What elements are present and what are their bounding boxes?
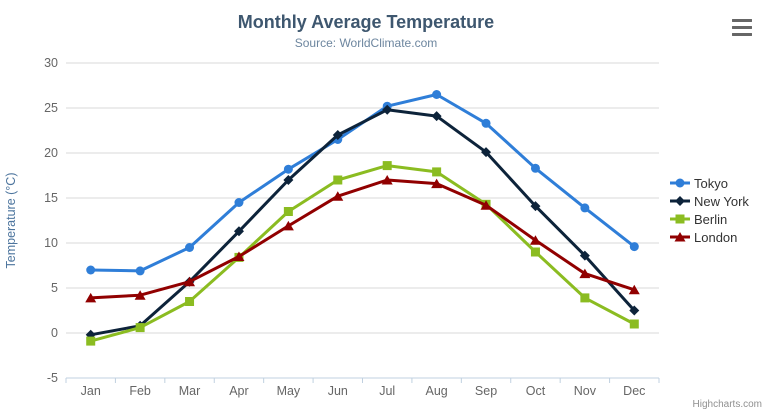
- series-tokyo-marker: [530, 163, 540, 173]
- y-axis-label: -5: [47, 371, 58, 385]
- series-tokyo-marker: [185, 243, 195, 252]
- x-axis-label: Jun: [328, 384, 348, 398]
- series-london-marker: [529, 235, 541, 245]
- series-berlin-marker: [382, 161, 392, 171]
- y-axis-label: 20: [44, 146, 58, 160]
- y-axis-label: 30: [44, 56, 58, 70]
- legend-marker-symbol: [675, 196, 685, 206]
- legend-item-tokyo[interactable]: Tokyo: [670, 175, 749, 191]
- legend-marker-symbol: [674, 232, 686, 242]
- export-menu-button[interactable]: [729, 15, 755, 39]
- series-berlin: [86, 161, 639, 346]
- series-tokyo-marker: [432, 90, 442, 99]
- x-axis-label: Dec: [623, 384, 645, 398]
- triangle-legend-marker-icon: [670, 232, 690, 242]
- series-london-marker: [579, 268, 591, 279]
- series-new-york-marker: [530, 201, 541, 212]
- series-new-york-marker: [332, 130, 343, 140]
- series-new-york-marker: [579, 250, 590, 261]
- series-tokyo-marker: [135, 266, 145, 276]
- x-axis-label: Mar: [179, 384, 201, 398]
- series-tokyo-marker: [580, 203, 590, 213]
- y-axis-label: 25: [44, 101, 58, 115]
- y-axis-label: 10: [44, 236, 58, 250]
- series-new-york-marker: [382, 104, 393, 115]
- series-london-marker: [381, 175, 393, 185]
- y-axis-label: 15: [44, 191, 58, 205]
- y-axis-label: 5: [51, 281, 58, 295]
- series-berlin-marker: [185, 297, 195, 306]
- series-tokyo-marker: [629, 242, 639, 252]
- legend-label: London: [694, 229, 738, 245]
- series-london-marker: [184, 276, 196, 287]
- legend-marker-symbol: [675, 214, 685, 224]
- y-axis-label: 0: [51, 326, 58, 340]
- legend: Tokyo New York Berlin London: [670, 175, 749, 245]
- series-berlin-line: [89, 164, 636, 343]
- series-london-marker: [282, 220, 294, 231]
- credits-link[interactable]: Highcharts.com: [692, 399, 762, 410]
- series-berlin-marker: [283, 207, 293, 216]
- x-axis-label: Jul: [379, 384, 395, 398]
- x-axis-label: Jan: [81, 384, 101, 398]
- series-london-marker: [628, 284, 640, 295]
- series-london-marker: [332, 191, 344, 201]
- x-axis-label: Oct: [526, 384, 546, 398]
- diamond-legend-marker-icon: [670, 196, 690, 206]
- legend-label: Berlin: [694, 211, 728, 227]
- series-berlin-marker: [86, 336, 96, 346]
- series-tokyo: [86, 90, 639, 276]
- chart-subtitle: Source: WorldClimate.com: [294, 36, 438, 50]
- x-axis-label: Nov: [574, 384, 597, 398]
- series-tokyo-marker: [283, 164, 293, 174]
- series-berlin-marker: [580, 293, 590, 303]
- series-london: [85, 175, 640, 303]
- series-berlin-marker: [135, 323, 145, 333]
- chart-title: Monthly Average Temperature: [237, 12, 495, 32]
- series-london-line: [89, 178, 636, 300]
- series-london-marker: [85, 292, 97, 303]
- series-new-york-line: [89, 108, 636, 337]
- series-tokyo-marker: [481, 118, 491, 128]
- series-tokyo-marker: [86, 265, 96, 275]
- legend-item-london[interactable]: London: [670, 229, 749, 245]
- series-london-marker: [480, 200, 492, 210]
- y-axis-title: Temperature (°C): [4, 173, 18, 269]
- x-axis-label: May: [277, 384, 301, 398]
- series-berlin-marker: [530, 247, 540, 257]
- legend-item-berlin[interactable]: Berlin: [670, 211, 749, 227]
- series-new-york-marker: [233, 226, 244, 237]
- legend-label: Tokyo: [694, 175, 728, 191]
- x-axis-label: Aug: [426, 384, 448, 398]
- series-new-york-marker: [481, 147, 492, 158]
- square-legend-marker-icon: [670, 214, 690, 224]
- circle-legend-marker-icon: [670, 178, 690, 188]
- legend-marker-symbol: [675, 178, 685, 188]
- series-new-york-marker: [283, 175, 294, 185]
- legend-item-new-york[interactable]: New York: [670, 193, 749, 209]
- x-axis-label: Apr: [229, 384, 248, 398]
- legend-label: New York: [694, 193, 749, 209]
- series-berlin-marker: [432, 167, 442, 177]
- series-london-marker: [233, 251, 245, 261]
- series-berlin-marker: [629, 319, 639, 329]
- series-london-marker: [431, 178, 443, 189]
- series-new-york-marker: [629, 305, 640, 316]
- series-tokyo-marker: [234, 198, 244, 207]
- x-axis-label: Feb: [129, 384, 151, 398]
- series-london-marker: [134, 290, 146, 300]
- series-berlin-marker: [333, 175, 343, 185]
- series-new-york: [85, 104, 640, 340]
- x-axis-label: Sep: [475, 384, 497, 398]
- series-new-york-marker: [431, 111, 442, 122]
